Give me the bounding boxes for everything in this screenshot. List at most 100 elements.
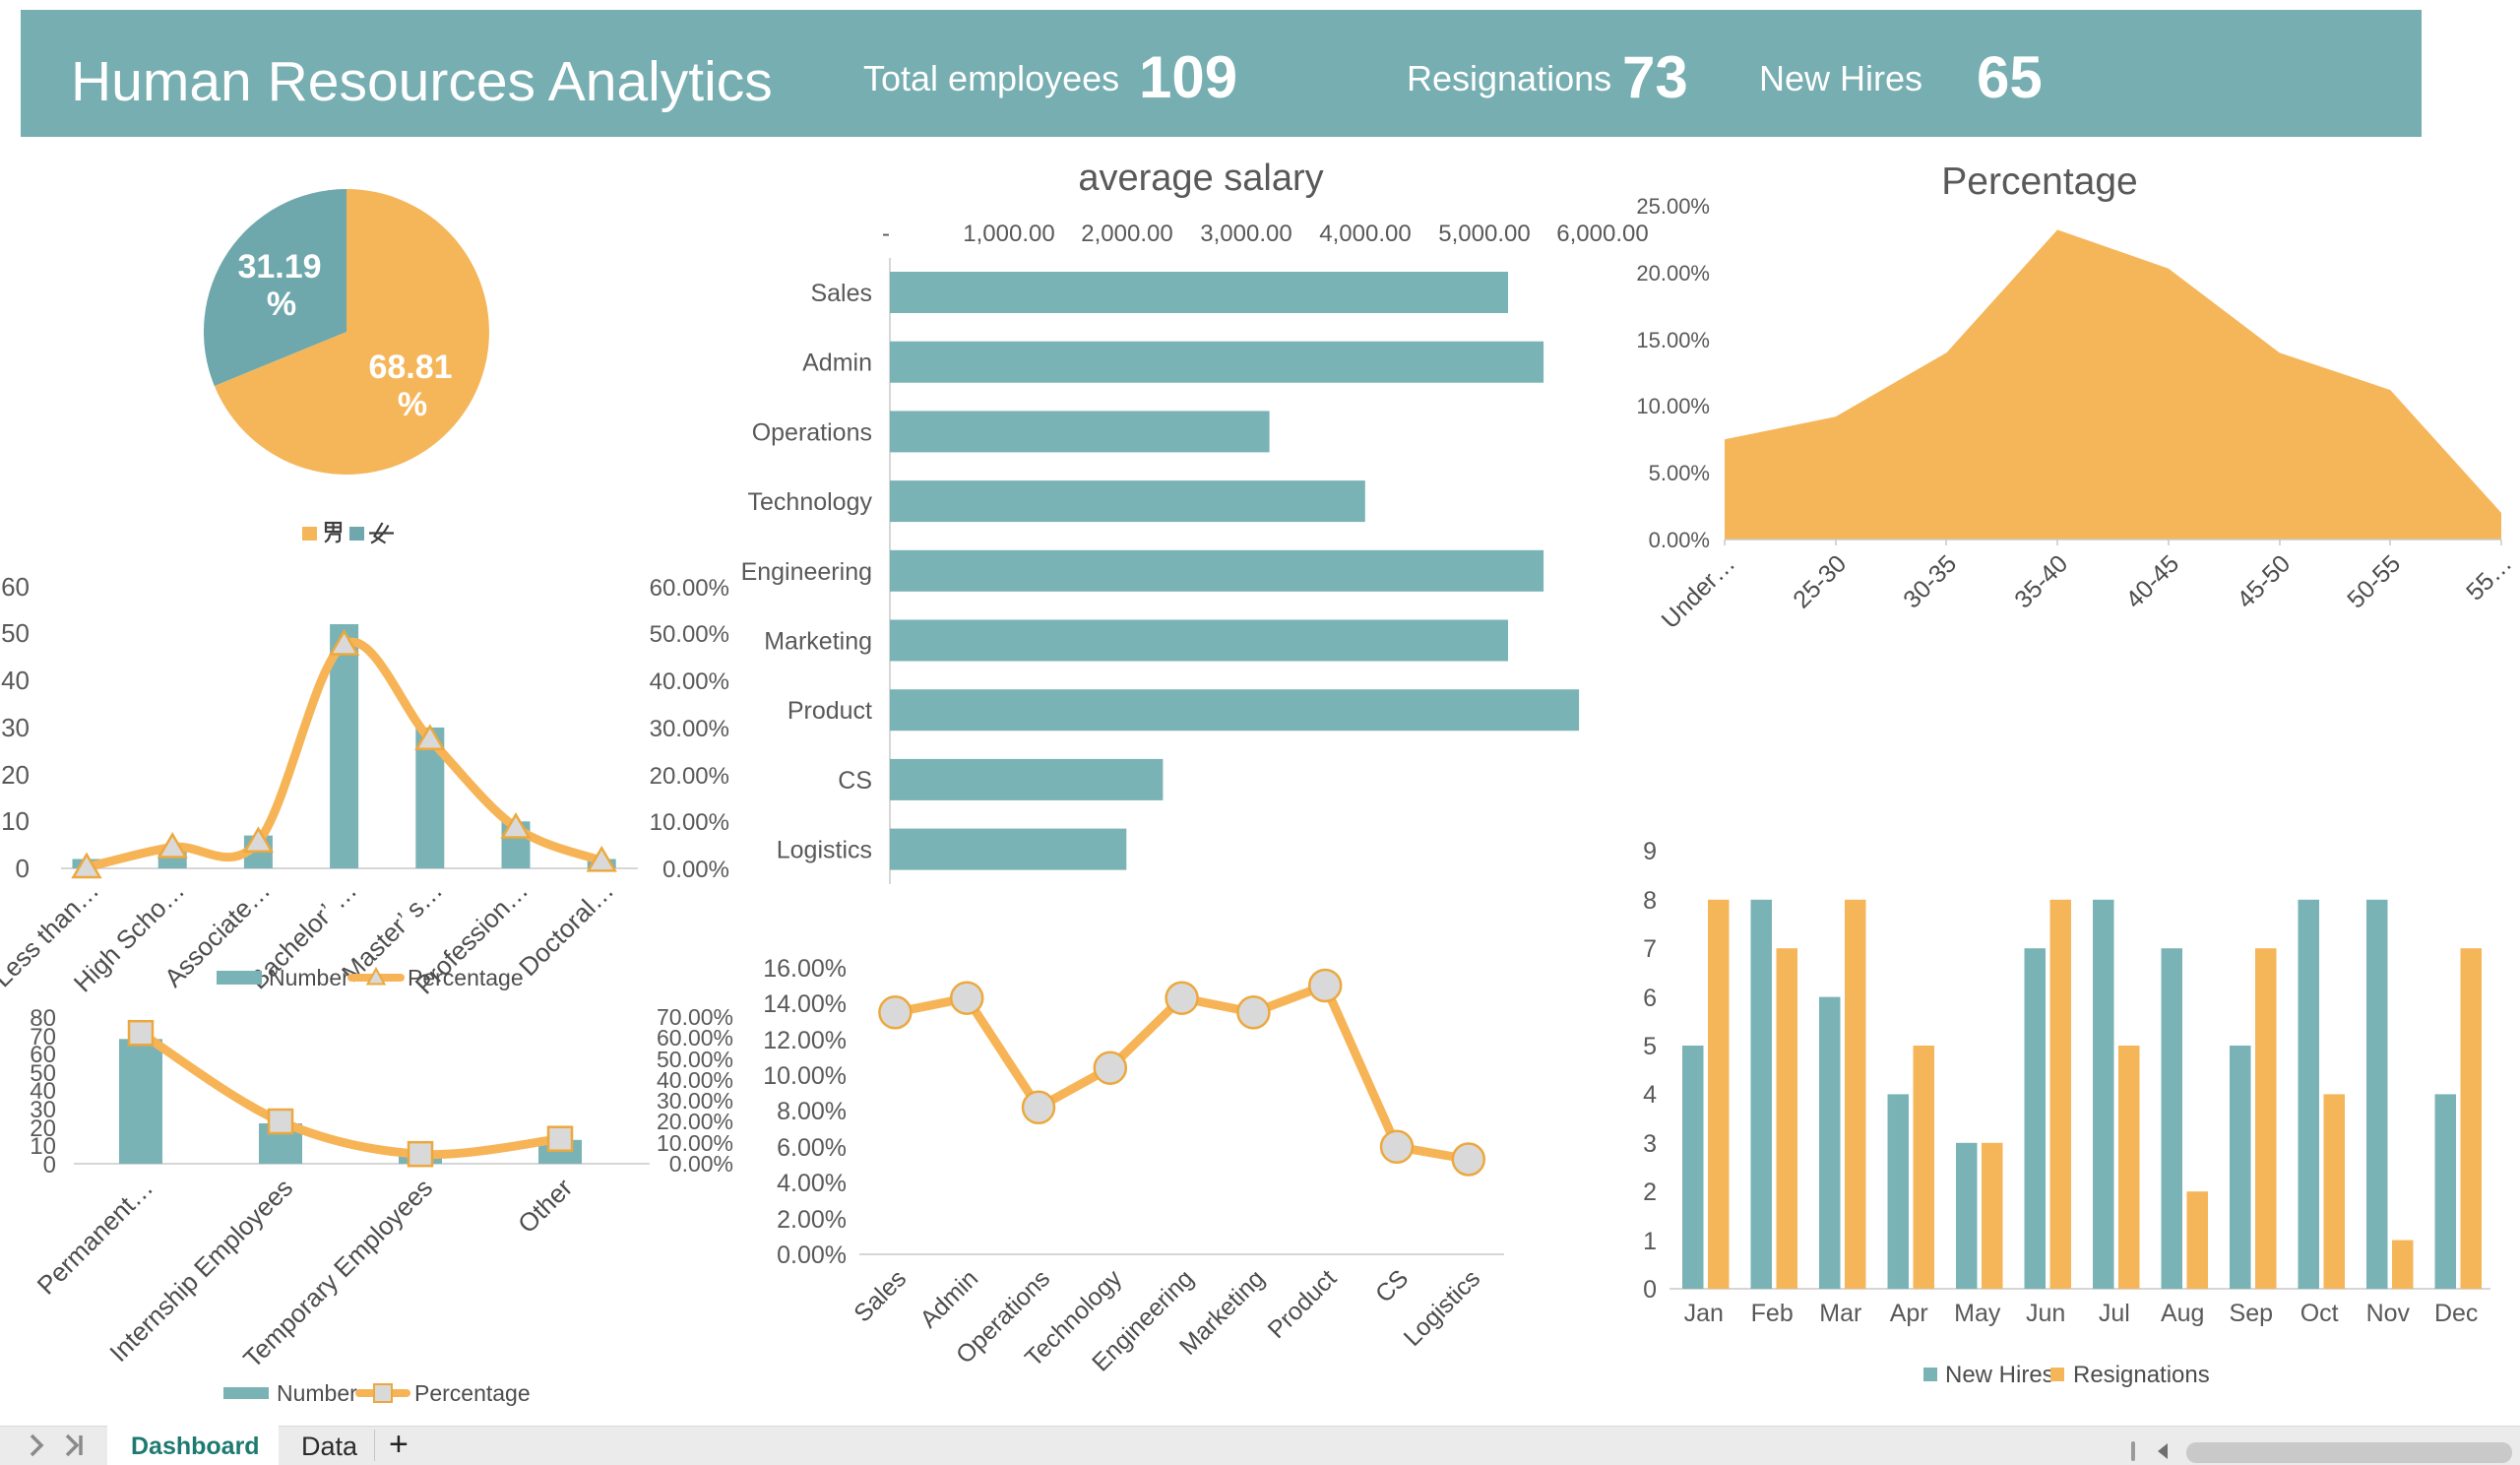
svg-text:45-50: 45-50 bbox=[2232, 549, 2296, 613]
svg-text:6.00%: 6.00% bbox=[777, 1134, 847, 1162]
svg-text:1: 1 bbox=[1643, 1228, 1657, 1255]
svg-text:10.00%: 10.00% bbox=[657, 1130, 733, 1156]
svg-text:68.81: 68.81 bbox=[368, 349, 452, 386]
svg-text:40.00%: 40.00% bbox=[657, 1067, 733, 1093]
svg-text:Oct: Oct bbox=[2300, 1300, 2339, 1327]
svg-text:25.00%: 25.00% bbox=[1636, 194, 1710, 219]
svg-text:Resignations: Resignations bbox=[2073, 1362, 2210, 1388]
svg-text:Admin: Admin bbox=[802, 350, 872, 377]
svg-text:5,000.00: 5,000.00 bbox=[1438, 221, 1530, 247]
svg-text:New Hires: New Hires bbox=[1945, 1362, 2054, 1388]
svg-text:Under…: Under… bbox=[1657, 549, 1741, 634]
svg-text:Nov: Nov bbox=[2366, 1300, 2411, 1327]
svg-text:16.00%: 16.00% bbox=[763, 955, 847, 983]
svg-text:Feb: Feb bbox=[1751, 1300, 1794, 1327]
svg-text:0: 0 bbox=[1643, 1276, 1657, 1304]
svg-text:Mar: Mar bbox=[1819, 1300, 1861, 1327]
svg-text:60.00%: 60.00% bbox=[650, 575, 729, 602]
svg-text:30.00%: 30.00% bbox=[650, 716, 729, 742]
svg-text:4: 4 bbox=[1643, 1081, 1657, 1109]
svg-text:Percentage: Percentage bbox=[408, 965, 524, 990]
svg-text:Percentage: Percentage bbox=[1941, 160, 2137, 203]
svg-text:10.00%: 10.00% bbox=[650, 809, 729, 836]
svg-text:80: 80 bbox=[30, 1005, 56, 1032]
svg-text:3: 3 bbox=[1643, 1130, 1657, 1158]
svg-text:12.00%: 12.00% bbox=[763, 1027, 847, 1054]
svg-text:Product: Product bbox=[1263, 1264, 1343, 1344]
svg-text:Jul: Jul bbox=[2099, 1300, 2130, 1327]
svg-text:20.00%: 20.00% bbox=[650, 763, 729, 790]
svg-text:4,000.00: 4,000.00 bbox=[1319, 221, 1411, 247]
svg-text:Apr: Apr bbox=[1890, 1300, 1928, 1327]
svg-text:60.00%: 60.00% bbox=[657, 1025, 733, 1051]
svg-text:Admin: Admin bbox=[914, 1264, 983, 1333]
svg-text:20.00%: 20.00% bbox=[1636, 261, 1710, 286]
svg-text:Technology: Technology bbox=[748, 488, 873, 516]
svg-text:Doctoral…: Doctoral… bbox=[513, 875, 619, 982]
svg-text:0: 0 bbox=[16, 854, 30, 883]
svg-text:50: 50 bbox=[1, 618, 30, 648]
svg-text:5: 5 bbox=[1643, 1033, 1657, 1060]
svg-text:Dec: Dec bbox=[2434, 1300, 2478, 1327]
svg-text:25-30: 25-30 bbox=[1788, 549, 1852, 613]
svg-text:8: 8 bbox=[1643, 887, 1657, 915]
svg-text:Number: Number bbox=[277, 1380, 357, 1406]
svg-text:-: - bbox=[882, 221, 890, 247]
svg-text:60: 60 bbox=[30, 1042, 56, 1068]
svg-text:5.00%: 5.00% bbox=[1649, 461, 1710, 485]
svg-text:Sales: Sales bbox=[849, 1264, 912, 1327]
svg-text:50.00%: 50.00% bbox=[657, 1047, 733, 1072]
svg-text:20: 20 bbox=[30, 1115, 56, 1142]
svg-text:2.00%: 2.00% bbox=[777, 1206, 847, 1234]
svg-text:0.00%: 0.00% bbox=[662, 857, 729, 883]
svg-text:Engineering: Engineering bbox=[741, 558, 872, 586]
svg-text:30.00%: 30.00% bbox=[657, 1088, 733, 1114]
svg-text:14.00%: 14.00% bbox=[763, 990, 847, 1018]
svg-text:30: 30 bbox=[1, 713, 30, 742]
svg-text:50.00%: 50.00% bbox=[650, 621, 729, 648]
svg-text:0.00%: 0.00% bbox=[1649, 528, 1710, 552]
svg-text:Logistics: Logistics bbox=[1399, 1264, 1486, 1352]
svg-text:Percentage: Percentage bbox=[414, 1380, 531, 1406]
svg-text:6,000.00: 6,000.00 bbox=[1556, 221, 1648, 247]
svg-text:Product: Product bbox=[788, 697, 872, 725]
svg-text:8.00%: 8.00% bbox=[777, 1098, 847, 1125]
svg-text:40-45: 40-45 bbox=[2120, 549, 2184, 613]
svg-text:CS: CS bbox=[1370, 1264, 1414, 1307]
svg-text:Jun: Jun bbox=[2026, 1300, 2065, 1327]
svg-text:50: 50 bbox=[30, 1060, 56, 1087]
svg-text:average salary: average salary bbox=[1078, 158, 1323, 199]
svg-text:10: 10 bbox=[1, 806, 30, 836]
svg-text:30-35: 30-35 bbox=[1898, 549, 1962, 613]
svg-text:CS: CS bbox=[838, 767, 872, 795]
svg-text:Sales: Sales bbox=[810, 280, 872, 307]
svg-text:9: 9 bbox=[1643, 838, 1657, 865]
svg-text:40.00%: 40.00% bbox=[650, 669, 729, 695]
svg-text:70: 70 bbox=[30, 1024, 56, 1051]
svg-text:Marketing: Marketing bbox=[764, 628, 872, 656]
svg-text:1,000.00: 1,000.00 bbox=[963, 221, 1054, 247]
svg-text:20: 20 bbox=[1, 760, 30, 790]
svg-text:10.00%: 10.00% bbox=[763, 1062, 847, 1090]
svg-text:Operations: Operations bbox=[752, 418, 872, 446]
svg-text:35-40: 35-40 bbox=[2009, 549, 2073, 613]
svg-text:Aug: Aug bbox=[2161, 1300, 2204, 1327]
svg-text:2: 2 bbox=[1643, 1178, 1657, 1206]
svg-text:Jan: Jan bbox=[1684, 1300, 1724, 1327]
svg-text:Logistics: Logistics bbox=[777, 837, 872, 864]
svg-text:Sep: Sep bbox=[2230, 1300, 2273, 1327]
svg-text:60: 60 bbox=[1, 572, 30, 602]
svg-text:55…: 55… bbox=[2461, 549, 2517, 605]
svg-text:2,000.00: 2,000.00 bbox=[1081, 221, 1172, 247]
svg-text:May: May bbox=[1954, 1300, 2001, 1327]
svg-text:0.00%: 0.00% bbox=[669, 1151, 733, 1177]
svg-text:Other: Other bbox=[512, 1173, 578, 1239]
svg-text:40: 40 bbox=[30, 1078, 56, 1105]
svg-text:0: 0 bbox=[43, 1152, 56, 1178]
svg-text:4.00%: 4.00% bbox=[777, 1170, 847, 1197]
svg-text:40: 40 bbox=[1, 666, 30, 695]
svg-text:50-55: 50-55 bbox=[2342, 549, 2406, 613]
svg-text:20.00%: 20.00% bbox=[657, 1109, 733, 1134]
svg-text:6: 6 bbox=[1643, 985, 1657, 1012]
svg-text:0.00%: 0.00% bbox=[777, 1242, 847, 1269]
